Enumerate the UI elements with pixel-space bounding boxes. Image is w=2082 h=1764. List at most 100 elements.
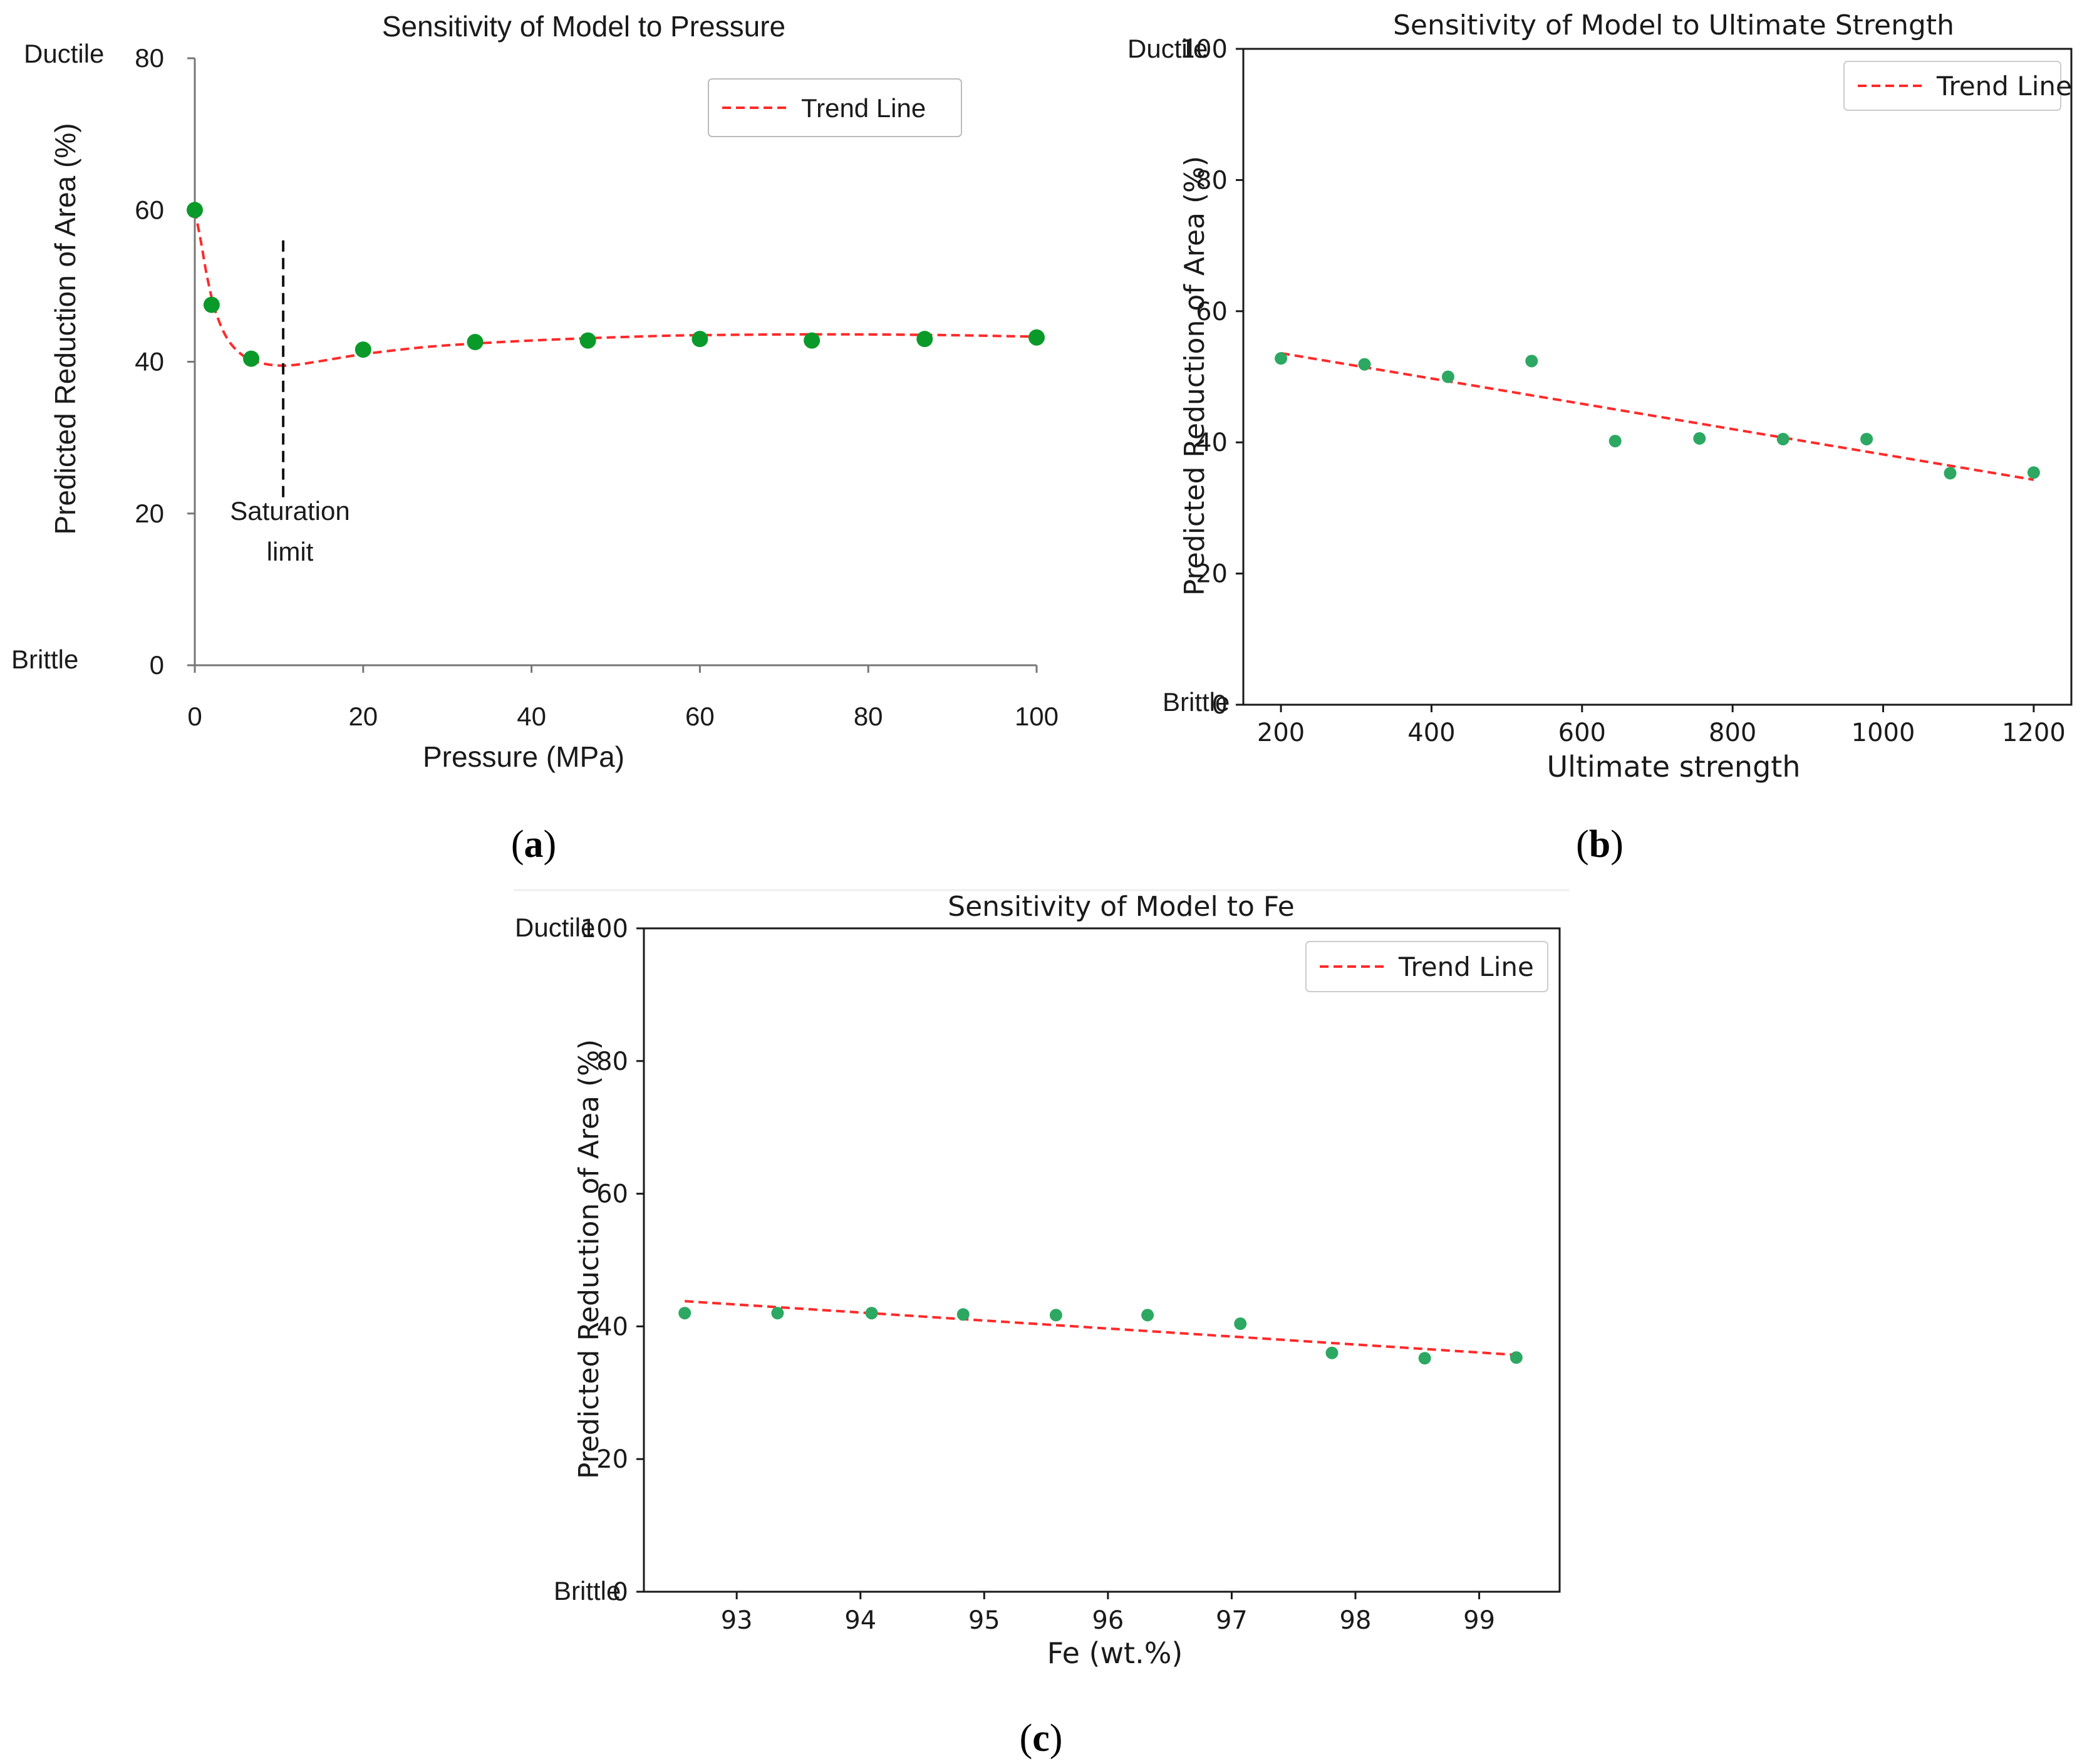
panel-a-data-point xyxy=(691,331,708,348)
panel-b-data-point xyxy=(1860,432,1873,445)
panel-b-xtick-label: 800 xyxy=(1709,719,1756,747)
panel-a-xtick-label: 80 xyxy=(854,702,883,731)
panel-c-ytick-label: 80 xyxy=(596,1047,628,1076)
caption-a-letter: a xyxy=(524,823,544,866)
panel-c-title: Sensitivity of Model to Fe xyxy=(948,891,1295,923)
panel-b-legend: Trend Line xyxy=(1843,61,2072,111)
panel-b-ytick-label: 40 xyxy=(1196,428,1228,457)
panel-a-xtick-label: 20 xyxy=(348,702,378,731)
panel-b-data-point xyxy=(1776,432,1789,445)
panel-b-data-point xyxy=(1525,355,1538,368)
panel-a-xtick-label: 100 xyxy=(1015,702,1059,731)
panel-c-legend-box xyxy=(1305,941,1548,992)
panel-b-xtick-label: 200 xyxy=(1257,719,1305,747)
panel-a-xtick-label: 0 xyxy=(187,702,202,731)
panel-a-ytick-label: 40 xyxy=(135,347,164,376)
panel-c-data-point xyxy=(678,1307,691,1320)
panel-c-xtick-label: 97 xyxy=(1216,1606,1248,1635)
panel-a-data-point xyxy=(804,332,821,349)
panel-a-title: Sensitivity of Model to Pressure xyxy=(382,10,785,43)
panel-c-ytick-label: 0 xyxy=(613,1578,628,1607)
caption-a: (a) xyxy=(511,823,556,866)
panel-c-xtick-label: 99 xyxy=(1463,1606,1495,1635)
panel-c-xtick-label: 95 xyxy=(968,1606,1000,1635)
panel-b-xtick-label: 400 xyxy=(1407,719,1455,747)
panel-b-data-point xyxy=(1441,370,1454,383)
panel-b-data-point xyxy=(1944,467,1957,480)
panel-a-xtick-label: 40 xyxy=(517,702,546,731)
panel-b-trend-line xyxy=(1280,351,2034,481)
panel-c-data-point xyxy=(1141,1309,1154,1322)
caption-b: (b) xyxy=(1576,823,1624,866)
panel-a-data-point xyxy=(355,341,371,358)
panel-c-ytick-label: 20 xyxy=(596,1445,628,1474)
panel-c-data-point xyxy=(865,1307,878,1320)
panel-c-data-point xyxy=(956,1308,970,1321)
panel-b-xtick-label: 600 xyxy=(1558,719,1606,747)
panel-b-data-point xyxy=(2027,466,2040,479)
panel-b-ytick-label: 0 xyxy=(1212,691,1228,720)
panel-b-ytick-label: 60 xyxy=(1196,298,1228,326)
saturation-label-line1: Saturation xyxy=(230,496,350,526)
panel-c-ductile-label: Ductile xyxy=(515,913,595,942)
panel-b-brittle-label: Brittle xyxy=(1163,687,1230,717)
panel-a-data-point xyxy=(916,331,933,348)
panel-b-data-point xyxy=(1358,358,1371,371)
panel-c-data-point xyxy=(1049,1309,1062,1322)
panel-a-ytick-label: 0 xyxy=(150,650,164,680)
panel-b-ductile-label: Ductile xyxy=(1127,34,1208,63)
saturation-label-line2: limit xyxy=(267,537,314,566)
panel-a-legend-label: Trend Line xyxy=(801,93,926,123)
panel-c-trend-line xyxy=(685,1300,1516,1356)
panel-a-data-point xyxy=(187,202,203,219)
panel-a-xtick-label: 60 xyxy=(685,702,715,731)
panel-c-legend: Trend Line xyxy=(1305,941,1548,992)
panel-b-axes-frame xyxy=(1242,48,2073,706)
panel-b-xtick-label: 1000 xyxy=(1852,719,1915,747)
panel-a-ductile-label: Ductile xyxy=(24,39,104,68)
panel-b-ylabel: Predicted Reduction of Area (%) xyxy=(1179,156,1211,596)
panel-b: Sensitivity of Model to Ultimate Strengt… xyxy=(1127,9,2073,866)
panel-a-legend: Trend Line xyxy=(708,78,962,137)
panel-b-legend-label: Trend Line xyxy=(1936,71,2072,101)
panel-a-data-point xyxy=(203,296,220,313)
panel-c-legend-label: Trend Line xyxy=(1398,952,1534,982)
panel-b-data-point xyxy=(1608,435,1622,448)
panel-a-brittle-label: Brittle xyxy=(11,645,78,674)
caption-b-letter: b xyxy=(1589,823,1610,866)
panel-c-ytick-label: 40 xyxy=(596,1312,628,1341)
panel-b-ytick-label: 20 xyxy=(1196,560,1228,589)
panel-c-ylabel: Predicted Reduction of Area (%) xyxy=(573,1039,605,1479)
panel-c-axes-frame xyxy=(643,927,1561,1593)
panel-b-title: Sensitivity of Model to Ultimate Strengt… xyxy=(1393,9,1954,41)
panel-c-data-point xyxy=(1234,1317,1247,1331)
panel-c-ytick-label: 60 xyxy=(596,1180,628,1209)
panel-b-ytick-label: 80 xyxy=(1196,166,1228,195)
panel-a-trend-line xyxy=(194,209,1037,367)
panel-a-data-point xyxy=(1028,329,1045,346)
panel-a-ylabel: Predicted Reduction of Area (%) xyxy=(49,123,81,534)
panel-c-data-point xyxy=(1510,1351,1523,1364)
panel-a-data-point xyxy=(579,332,596,349)
panel-c-plot-area: 93 94 95 96 97 98 99 0 20 40 60 80 100 Trend Line xyxy=(581,915,1561,1635)
panel-a-data-point xyxy=(467,334,484,351)
panel-b-data-point xyxy=(1275,352,1288,365)
panel-c-brittle-label: Brittle xyxy=(554,1576,621,1606)
panel-c-xtick-label: 93 xyxy=(721,1606,753,1635)
panel-c-xlabel: Fe (wt.%) xyxy=(1047,1636,1183,1670)
panel-a-ytick-label: 20 xyxy=(135,499,164,528)
panel-c-data-point xyxy=(771,1307,784,1320)
panel-b-legend-box xyxy=(1843,61,2061,111)
panel-c: Sensitivity of Model to Fe 93 94 95 96 97 98 9… xyxy=(514,889,1569,1760)
panel-a-legend-box xyxy=(708,78,962,137)
panel-c-xtick-label: 98 xyxy=(1340,1606,1372,1635)
panel-b-xlabel: Ultimate strength xyxy=(1547,750,1801,784)
panel-c-data-point xyxy=(1325,1346,1339,1359)
panel-b-xtick-label: 1200 xyxy=(2002,719,2066,747)
panel-c-xtick-label: 94 xyxy=(844,1606,876,1635)
panel-c-ytick-label: 100 xyxy=(581,915,628,943)
panel-a-ytick-label: 80 xyxy=(135,43,164,73)
panel-b-data-point xyxy=(1693,432,1706,445)
caption-c-letter: c xyxy=(1032,1717,1050,1760)
